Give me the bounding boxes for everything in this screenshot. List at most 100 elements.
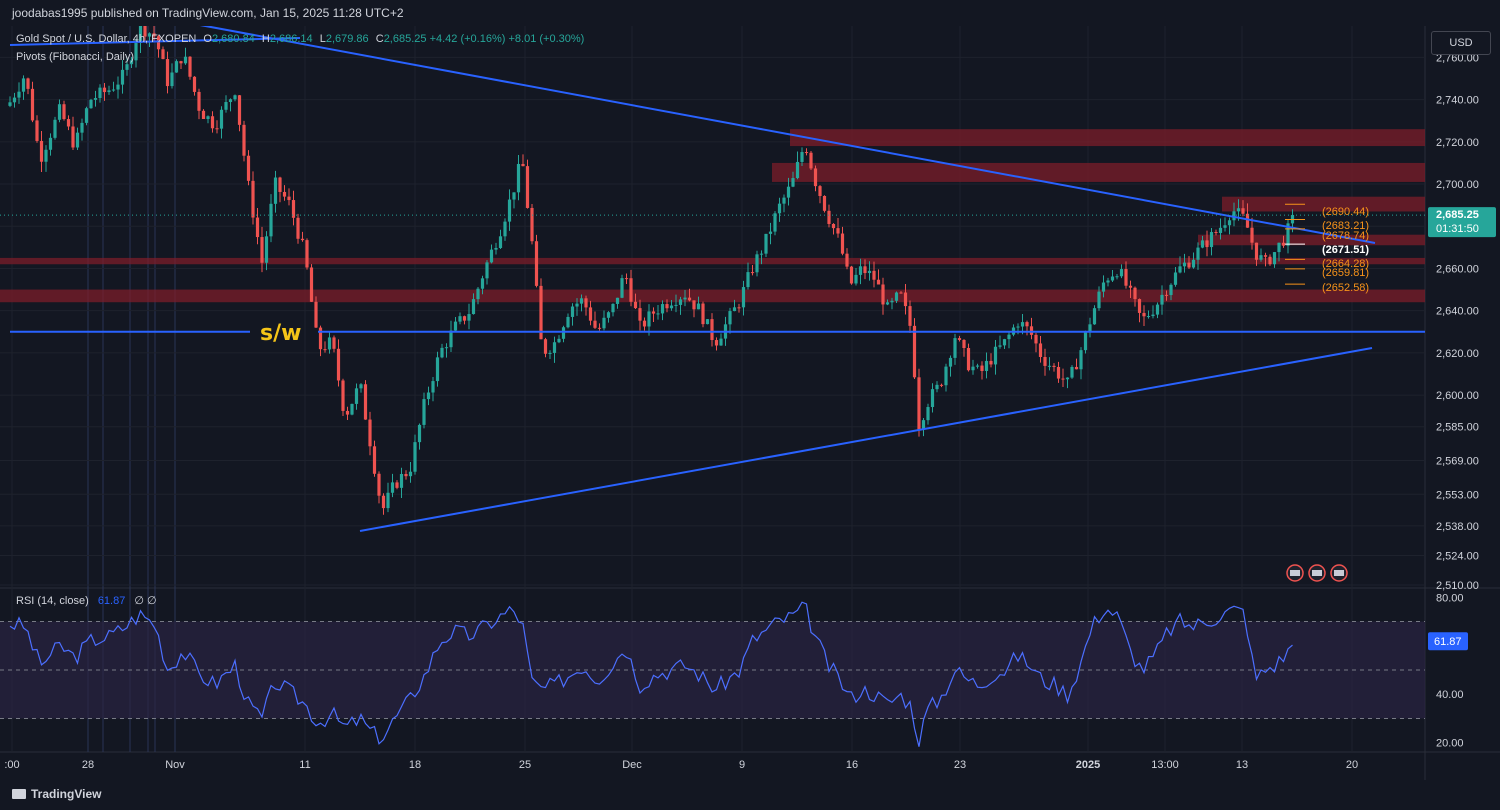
candle-body[interactable] [1070, 366, 1074, 378]
candle-body[interactable] [66, 119, 71, 127]
candle-body[interactable] [1151, 314, 1155, 317]
candle-body[interactable] [260, 237, 264, 263]
candle-body[interactable] [656, 313, 660, 315]
candle-body[interactable] [557, 338, 561, 343]
candle-body[interactable] [1043, 356, 1047, 366]
candle-body[interactable] [390, 482, 395, 493]
candle-body[interactable] [102, 87, 107, 93]
candle-body[interactable] [350, 403, 354, 415]
candle-body[interactable] [1241, 208, 1245, 214]
candle-body[interactable] [444, 347, 449, 349]
candle-body[interactable] [57, 104, 62, 120]
candle-body[interactable] [1133, 287, 1137, 300]
candle-body[interactable] [525, 166, 530, 208]
candle-body[interactable] [579, 298, 584, 304]
candle-body[interactable] [1047, 365, 1052, 367]
candle-body[interactable] [750, 272, 755, 274]
time-axis[interactable]: :00 28 Nov 11 18 25 Dec 9 16 23 2025 13:00 13 20 [4, 759, 1358, 771]
candle-body[interactable] [1074, 366, 1079, 370]
candle-body[interactable] [840, 233, 845, 254]
candle-body[interactable] [1191, 259, 1196, 268]
candle-body[interactable] [183, 56, 188, 64]
candle-body[interactable] [957, 338, 962, 340]
candle-body[interactable] [773, 213, 777, 232]
rsi-pane[interactable]: 80.00 40.00 20.00 61.87 [0, 592, 1468, 750]
candle-body[interactable] [300, 238, 305, 241]
candle-body[interactable] [147, 33, 152, 37]
candle-body[interactable] [1214, 232, 1218, 234]
candle-body[interactable] [8, 102, 12, 106]
candle-body[interactable] [30, 88, 35, 121]
candle-body[interactable] [885, 302, 890, 305]
candle-body[interactable] [593, 320, 597, 328]
candle-body[interactable] [179, 61, 183, 64]
candle-body[interactable] [228, 99, 233, 103]
candle-body[interactable] [584, 298, 588, 308]
candle-body[interactable] [1061, 378, 1065, 380]
candle-body[interactable] [62, 104, 66, 120]
candle-body[interactable] [638, 308, 642, 321]
candle-body[interactable] [188, 56, 192, 77]
candle-body[interactable] [867, 270, 872, 274]
candle-body[interactable] [507, 199, 512, 222]
candle-body[interactable] [503, 221, 507, 237]
candle-body[interactable] [552, 342, 557, 353]
candle-body[interactable] [588, 307, 593, 321]
candle-body[interactable] [399, 473, 404, 488]
candle-body[interactable] [876, 279, 881, 285]
candle-body[interactable] [129, 60, 134, 65]
candle-body[interactable] [647, 311, 651, 327]
candle-body[interactable] [372, 446, 377, 474]
candle-body[interactable] [498, 236, 503, 248]
candle-body[interactable] [921, 420, 926, 430]
candle-body[interactable] [332, 337, 336, 349]
candle-body[interactable] [665, 304, 669, 309]
candle-body[interactable] [624, 278, 629, 280]
candle-body[interactable] [278, 177, 282, 192]
candle-body[interactable] [269, 203, 273, 237]
candle-body[interactable] [1250, 227, 1254, 243]
candle-body[interactable] [1187, 262, 1191, 268]
candle-body[interactable] [386, 492, 390, 509]
candle-body[interactable] [413, 442, 417, 472]
candle-body[interactable] [1259, 255, 1263, 260]
candle-body[interactable] [543, 339, 548, 354]
candle-body[interactable] [908, 306, 912, 326]
candle-body[interactable] [1025, 322, 1029, 327]
candle-body[interactable] [296, 217, 300, 239]
candle-body[interactable] [777, 203, 782, 214]
candle-body[interactable] [872, 270, 876, 280]
candle-body[interactable] [453, 321, 458, 331]
candle-body[interactable] [912, 325, 917, 378]
candle-body[interactable] [152, 33, 156, 37]
candle-body[interactable] [125, 64, 129, 70]
candle-body[interactable] [359, 384, 363, 389]
candle-body[interactable] [233, 95, 237, 100]
candle-body[interactable] [989, 360, 993, 365]
candle-body[interactable] [737, 307, 741, 309]
candle-body[interactable] [782, 197, 786, 204]
candle-body[interactable] [21, 78, 26, 92]
candle-body[interactable] [854, 274, 858, 284]
candle-body[interactable] [1196, 247, 1200, 260]
candle-body[interactable] [894, 292, 899, 301]
candle-body[interactable] [1016, 326, 1020, 328]
candle-body[interactable] [521, 163, 525, 167]
candle-body[interactable] [1115, 276, 1119, 278]
candle-body[interactable] [48, 137, 53, 150]
candle-body[interactable] [642, 320, 647, 327]
candle-body[interactable] [1029, 326, 1034, 335]
candle-body[interactable] [939, 384, 944, 386]
candle-body[interactable] [597, 327, 602, 329]
candle-body[interactable] [768, 231, 773, 234]
candle-body[interactable] [197, 91, 201, 111]
candle-body[interactable] [458, 316, 462, 322]
candle-body[interactable] [1056, 366, 1061, 379]
candle-body[interactable] [570, 306, 575, 317]
candle-body[interactable] [1083, 331, 1088, 351]
candle-body[interactable] [813, 168, 818, 187]
candle-body[interactable] [1218, 227, 1223, 234]
candle-body[interactable] [845, 253, 849, 267]
candle-body[interactable] [98, 87, 102, 99]
candle-body[interactable] [201, 110, 206, 120]
